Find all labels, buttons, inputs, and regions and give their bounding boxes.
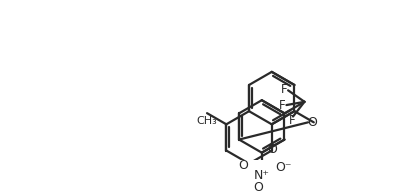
Text: O: O <box>253 181 263 194</box>
Text: F: F <box>279 99 286 112</box>
Text: O: O <box>238 159 248 172</box>
Text: O⁻: O⁻ <box>275 161 291 174</box>
Text: O: O <box>268 143 278 156</box>
Text: F: F <box>289 114 295 127</box>
Text: F: F <box>281 83 287 96</box>
Text: O: O <box>307 116 317 129</box>
Text: N⁺: N⁺ <box>254 169 270 182</box>
Text: CH₃: CH₃ <box>197 116 217 126</box>
